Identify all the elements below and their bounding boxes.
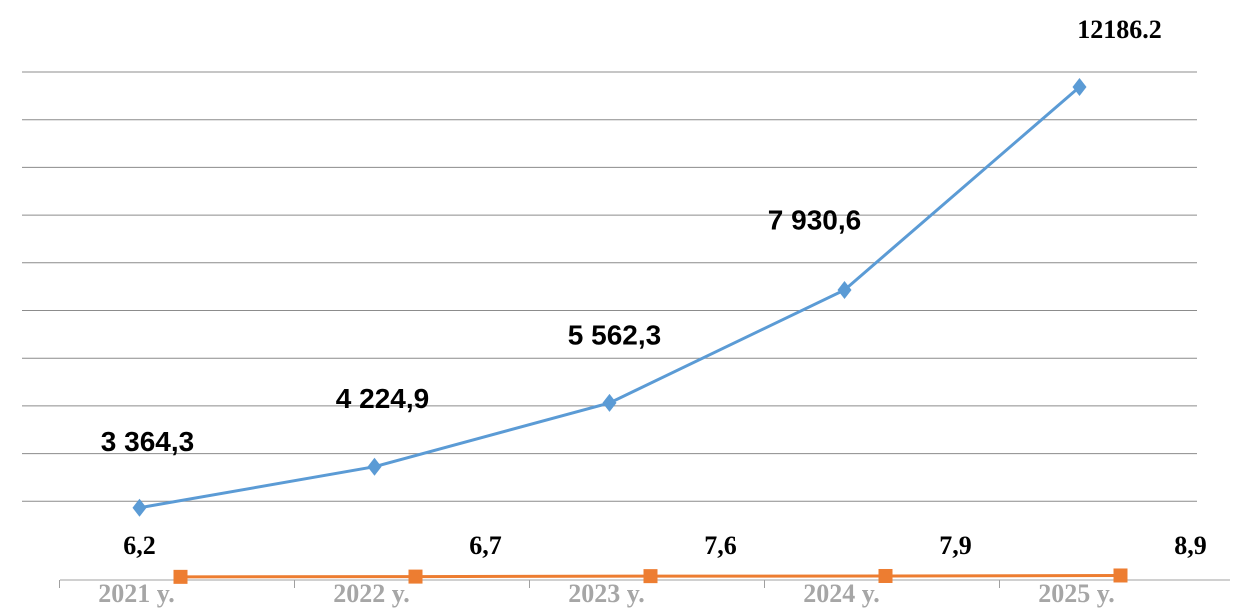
- marker: [602, 393, 617, 412]
- data-label: 4 224,9: [336, 383, 429, 414]
- marker: [173, 569, 188, 584]
- marker: [367, 457, 382, 476]
- data-label: 7 930,6: [768, 204, 861, 235]
- marker: [878, 568, 893, 583]
- marker: [132, 498, 147, 517]
- data-label: 8,9: [1174, 531, 1207, 560]
- data-label: 5 562,3: [568, 319, 661, 350]
- x-tick-label: 2024 y.: [803, 579, 880, 608]
- x-tick-label: 2021 y.: [98, 579, 175, 608]
- marker: [837, 280, 852, 299]
- marker: [643, 569, 658, 584]
- data-label: 6,2: [123, 531, 156, 560]
- line: [139, 85, 1081, 510]
- marker: [1072, 77, 1087, 96]
- x-tick-label: 2025 y.: [1038, 579, 1115, 608]
- x-tick-label: 2023 y.: [568, 579, 645, 608]
- data-label: 7,6: [704, 531, 737, 560]
- marker: [1113, 568, 1128, 583]
- data-label: 6,7: [469, 531, 502, 560]
- data-label: 7,9: [939, 531, 972, 560]
- x-tick-label: 2022 y.: [333, 579, 410, 608]
- marker: [408, 569, 423, 584]
- data-label: 3 364,3: [101, 426, 194, 457]
- data-label: 12186.2: [1077, 15, 1162, 44]
